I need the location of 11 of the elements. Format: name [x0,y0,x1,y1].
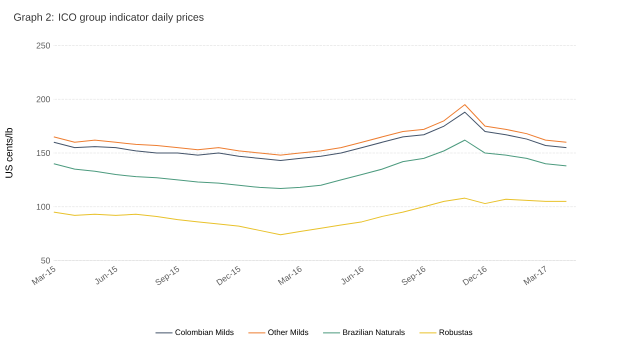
y-axis-title: US cents/lb [5,128,12,178]
y-tick-label: 100 [36,204,50,210]
y-tick-label: 250 [36,42,50,49]
line-series [53,140,567,189]
line-series [53,104,567,156]
line-series [53,112,567,162]
chart-title: Graph 2: ICO group indicator daily prices [14,13,204,23]
y-tick-label: 50 [41,258,50,264]
y-tick-label: 200 [36,96,50,102]
y-tick-label: 150 [36,150,50,156]
line-series [53,198,567,236]
